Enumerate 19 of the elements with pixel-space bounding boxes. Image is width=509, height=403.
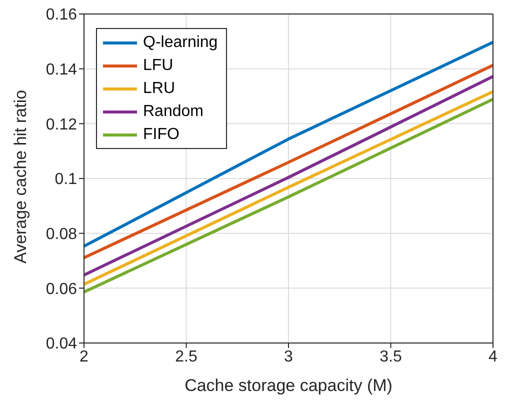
y-tick-label: 0.04 — [46, 336, 78, 353]
y-tick-label: 0.12 — [46, 116, 78, 134]
x-tick-label: 3.5 — [380, 348, 402, 366]
y-tick-label: 0.14 — [46, 62, 78, 79]
x-tick-label: 3 — [284, 348, 294, 366]
legend-label: Q-learning — [143, 34, 218, 52]
legend-label: LRU — [143, 80, 176, 98]
x-axis-title: Cache storage capacity (M) — [184, 376, 392, 395]
legend-label: Random — [143, 102, 204, 120]
y-tick-label: 0.16 — [46, 6, 78, 24]
y-tick-label: 0.1 — [54, 171, 78, 188]
x-tick-label: 2.5 — [175, 348, 198, 366]
legend-label: LFU — [143, 56, 174, 74]
x-tick-label: 4 — [488, 348, 498, 366]
y-tick-label: 0.08 — [46, 226, 78, 244]
y-tick-label: 0.06 — [46, 280, 78, 298]
y-axis-title: Average cache hit ratio — [11, 90, 30, 264]
legend-label: FIFO — [143, 126, 180, 144]
x-tick-label: 2 — [80, 348, 89, 366]
